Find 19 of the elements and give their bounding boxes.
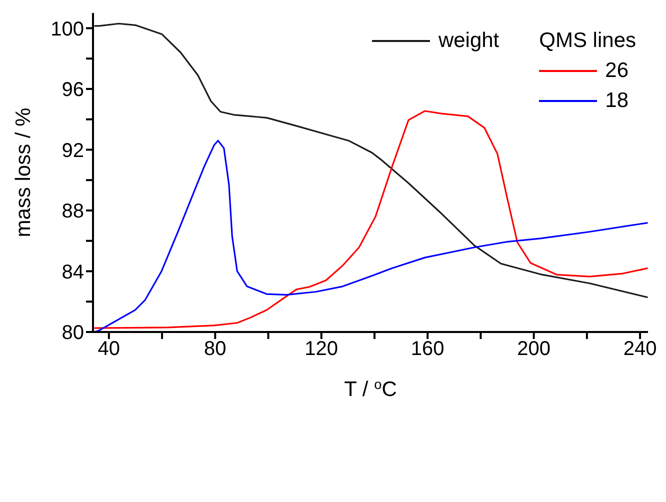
y-tick-label: 96 — [62, 79, 84, 102]
legend-label: 18 — [605, 89, 628, 113]
x-tick-label: 240 — [623, 338, 657, 360]
x-axis-title: T / $^{o}$C — [344, 376, 397, 401]
x-tick-label: 80 — [204, 338, 226, 360]
line-series — [94, 22, 648, 298]
y-tick-label: 84 — [62, 261, 84, 284]
y-tick-label: 92 — [62, 140, 84, 162]
legend-label: 26 — [605, 59, 628, 83]
y-axis-title: mass loss / % — [12, 108, 35, 238]
x-tick-label: 120 — [304, 338, 338, 360]
y-tick-label: 88 — [62, 200, 84, 223]
x-tick-label: 40 — [98, 338, 120, 360]
y-tick-label: 100 — [50, 18, 84, 40]
x-tick-label: 200 — [517, 338, 550, 360]
legend-label: weight — [438, 29, 500, 53]
x-tick-label: 160 — [410, 338, 444, 360]
legend-title: QMS lines — [539, 28, 636, 54]
y-tick-label: 80 — [62, 322, 84, 344]
